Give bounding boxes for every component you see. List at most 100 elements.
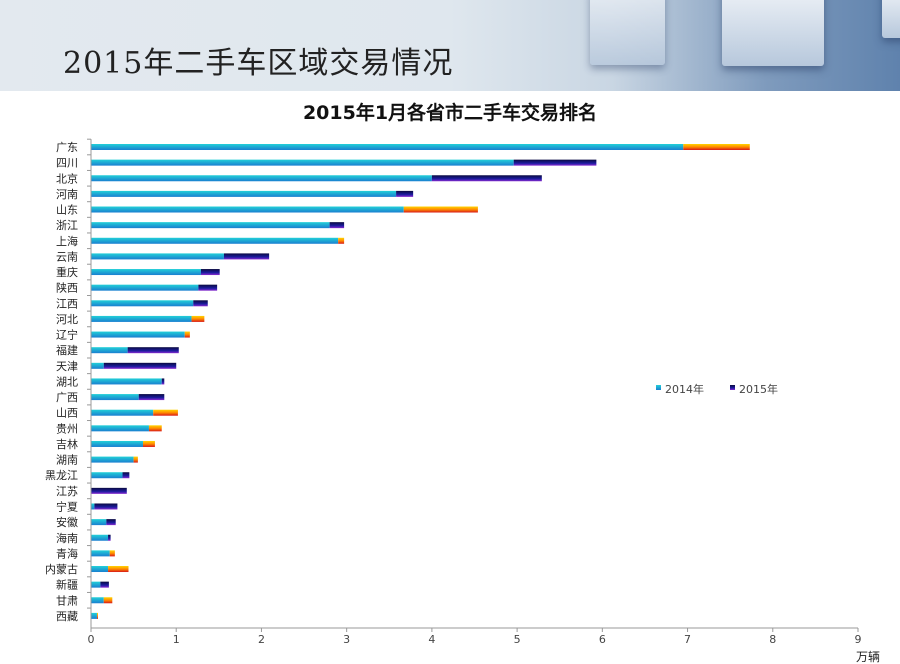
category-label: 福建 [56, 343, 78, 357]
bar-2015-extension [106, 519, 116, 526]
x-tick-label: 8 [769, 633, 776, 646]
chart-title: 2015年1月各省市二手车交易排名 [302, 102, 598, 124]
bar-2014 [91, 284, 199, 291]
bar-2014 [91, 534, 109, 541]
bar-2015-extension [396, 190, 414, 197]
bar-2015-extension [108, 566, 129, 573]
legend-label-2015: 2015年 [739, 382, 778, 396]
x-tick-label: 2 [258, 633, 265, 646]
category-label: 陕西 [56, 281, 78, 295]
category-label: 贵州 [56, 422, 78, 435]
bar-2015-extension [133, 456, 138, 463]
category-label: 浙江 [56, 219, 78, 232]
bar-2014 [91, 347, 128, 354]
bar-2014 [91, 331, 185, 338]
bar-2014 [91, 222, 330, 229]
category-label: 青海 [56, 546, 78, 560]
bar-2015-extension [103, 362, 177, 369]
category-label: 内蒙古 [45, 562, 78, 576]
x-tick-label: 7 [684, 633, 691, 646]
legend-label-2014: 2014年 [665, 382, 704, 396]
x-tick-label: 4 [428, 633, 435, 646]
category-label: 吉林 [56, 437, 78, 451]
bar-2015-extension [403, 206, 478, 213]
category-label: 重庆 [56, 265, 78, 279]
x-tick-label: 5 [514, 633, 521, 646]
x-tick-label: 3 [343, 633, 350, 646]
bar-2015-extension [142, 440, 155, 447]
category-label: 河北 [56, 313, 78, 326]
bar-2014 [91, 472, 123, 479]
slide-header-banner [0, 0, 900, 91]
bar-2015-extension [127, 347, 179, 354]
category-label: 海南 [56, 531, 78, 545]
bar-2014 [91, 315, 192, 322]
bar-2014 [91, 519, 107, 526]
bar-2015-extension [198, 284, 218, 291]
decorative-cube [590, 0, 665, 65]
x-tick-label: 0 [88, 633, 95, 646]
category-label: 辽宁 [56, 328, 78, 342]
bar-2014 [91, 190, 397, 197]
bar-2014 [91, 253, 224, 260]
bar-2014 [91, 175, 432, 182]
x-tick-label: 6 [599, 633, 606, 646]
bar-2015-extension [161, 378, 165, 385]
bar-2014 [91, 581, 101, 588]
bar-2015-extension [122, 472, 130, 479]
bar-2015-extension [184, 331, 190, 338]
category-label: 北京 [56, 171, 78, 185]
category-label: 广西 [56, 391, 78, 404]
bar-2014 [91, 362, 104, 369]
bar-2015-extension [223, 253, 270, 260]
category-label: 宁夏 [56, 499, 78, 513]
bar-2015-extension [94, 503, 118, 510]
decorative-cube [882, 0, 900, 38]
bar-2014 [91, 378, 162, 385]
x-tick-label: 1 [173, 633, 180, 646]
category-label: 湖北 [56, 375, 78, 388]
bar-2015-extension [138, 394, 165, 401]
bar-2015-extension [103, 597, 113, 604]
category-label: 黑龙江 [45, 469, 78, 482]
bar-2014 [91, 456, 134, 463]
bar-2014 [91, 269, 201, 276]
category-label: 天津 [56, 360, 78, 373]
bar-2014 [91, 440, 143, 447]
bar-2015-extension [513, 159, 597, 166]
bar-2015-extension [431, 175, 542, 182]
bar-2015-extension [191, 315, 205, 322]
category-label: 江苏 [56, 485, 78, 498]
bar-2015-extension [96, 612, 98, 619]
bar-2014 [91, 503, 95, 510]
category-label: 甘肃 [56, 594, 78, 607]
bar-2014 [91, 144, 684, 150]
category-label: 云南 [56, 250, 78, 263]
bar-2014 [91, 409, 154, 416]
bar-2015-extension [108, 534, 111, 541]
bar-2015-extension [109, 550, 115, 557]
category-label: 上海 [56, 234, 78, 248]
chart-legend: 2014年 2015年 [656, 382, 778, 396]
bar-2015-extension [153, 409, 178, 416]
legend-swatch-2015 [730, 385, 735, 390]
bar-2014 [91, 550, 110, 557]
bar-2014 [91, 425, 149, 432]
bar-2014 [91, 300, 194, 307]
bar-2014 [91, 394, 139, 401]
x-tick-label: 9 [855, 633, 862, 646]
category-label: 新疆 [56, 578, 78, 592]
bar-2015-extension [683, 144, 750, 150]
bar-2015-extension [148, 425, 162, 432]
bar-2014 [91, 597, 104, 604]
bar-2014 [91, 237, 339, 244]
bar-2014 [91, 206, 404, 213]
bar-2015-extension [100, 581, 109, 588]
category-label: 江西 [56, 297, 78, 310]
category-label: 西藏 [56, 610, 78, 623]
bar-2015-extension [193, 300, 208, 307]
slide-title: 2015年二手车区域交易情况 [63, 46, 454, 81]
bar-2015-extension [329, 222, 345, 229]
bar-2014 [91, 566, 109, 573]
